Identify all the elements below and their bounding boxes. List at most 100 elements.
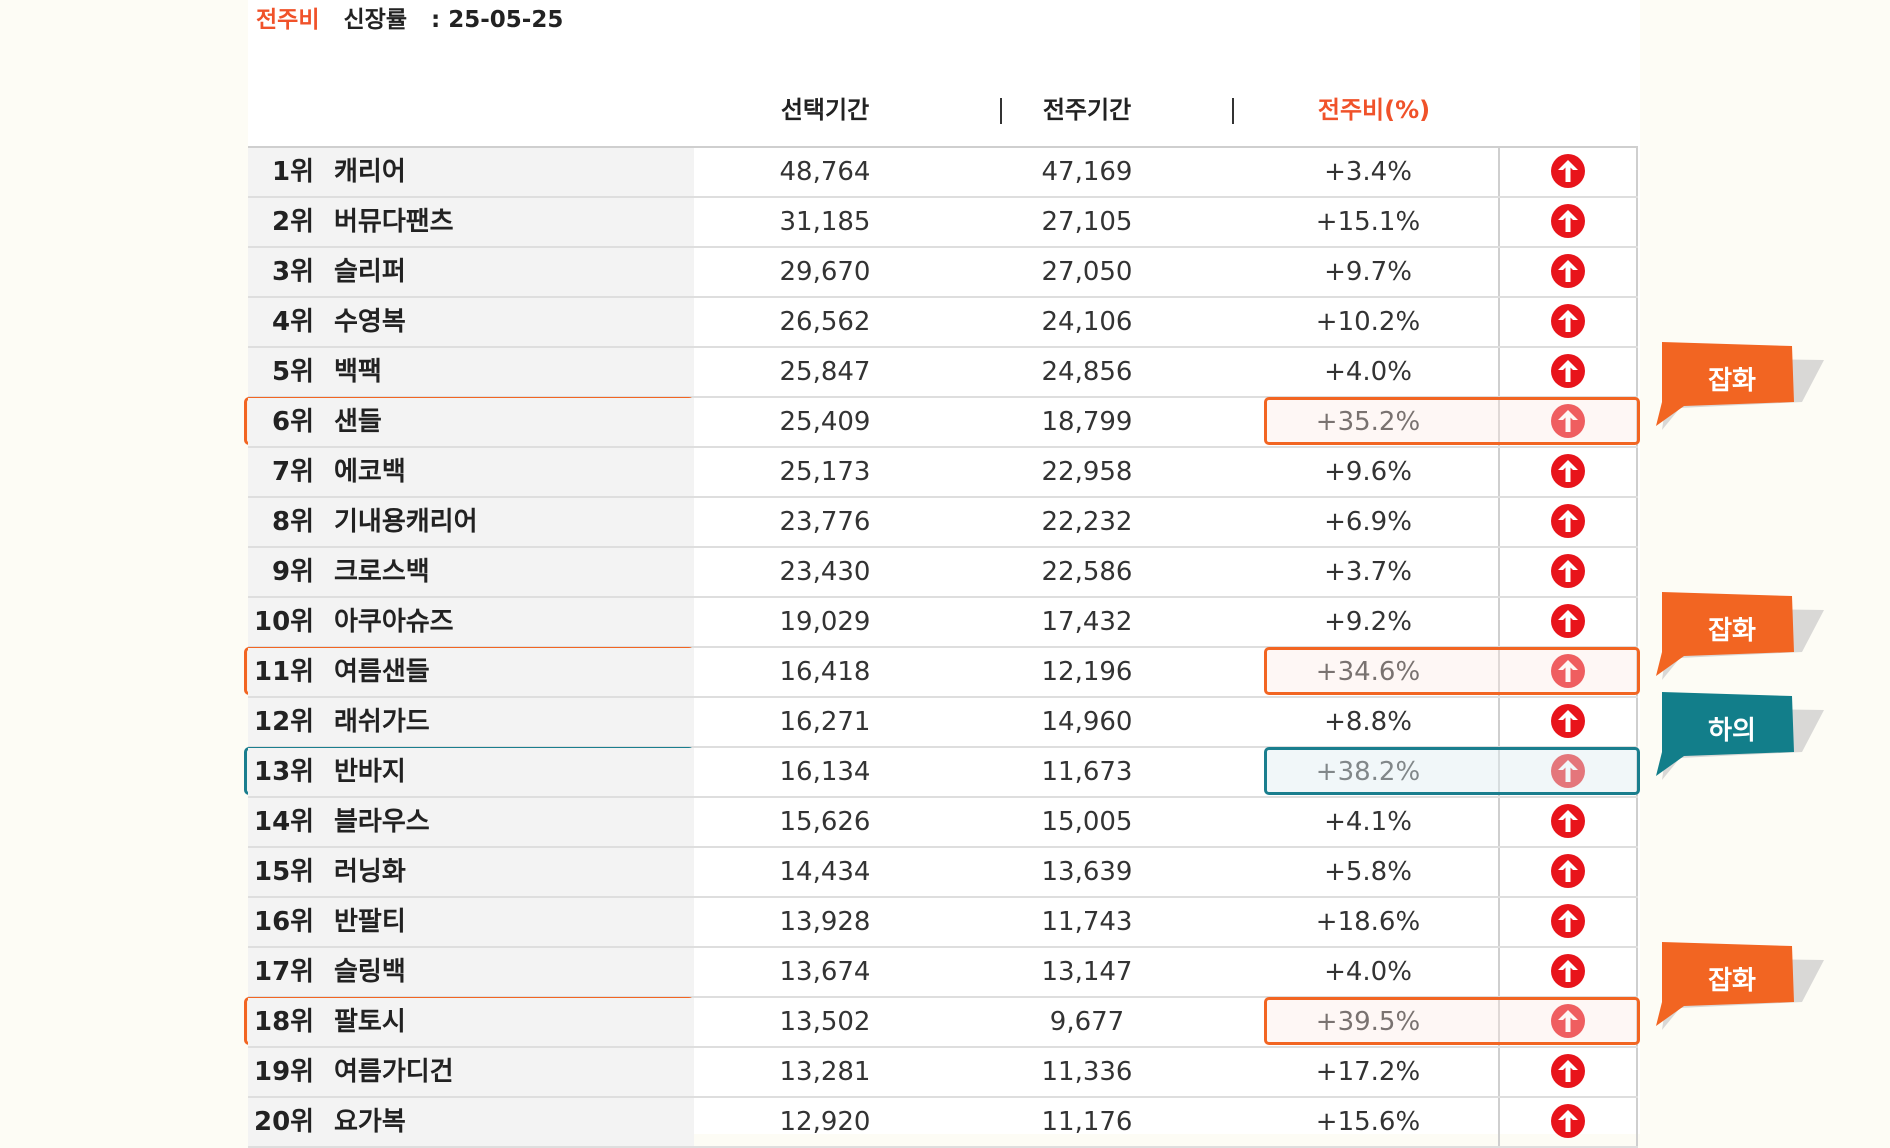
report-date: 25-05-25 <box>448 7 564 33</box>
previous-period-value: 15,005 <box>1041 807 1133 837</box>
header-separator: : <box>431 7 441 33</box>
column-separator <box>1232 98 1234 124</box>
arrow-up-circle-icon <box>1551 254 1585 288</box>
previous-period-value: 14,960 <box>1041 707 1133 737</box>
previous-period-value: 17,432 <box>1041 607 1133 637</box>
arrow-up-circle-icon <box>1551 804 1585 838</box>
week-change-value: +35.2% <box>1315 407 1421 437</box>
week-change-value: +6.9% <box>1324 507 1412 537</box>
item-name-cell: 15위 러닝화 <box>248 848 694 896</box>
arrow-up-circle-icon <box>1551 204 1585 238</box>
item-name: 슬리퍼 <box>334 257 406 287</box>
trend-cell <box>1498 548 1638 596</box>
rank-label: 2위 <box>271 207 314 237</box>
week-change-value: +15.6% <box>1315 1107 1421 1137</box>
rank-label: 16위 <box>254 907 315 937</box>
rank-label: 3위 <box>271 257 314 287</box>
rank-label: 10위 <box>254 607 315 637</box>
rank-label: 1위 <box>271 157 314 187</box>
table-row-20: 20위 요가복 12,920 11,176 +15.6% <box>248 1098 1638 1148</box>
rank-label: 17위 <box>254 957 315 987</box>
arrow-up-circle-icon <box>1551 654 1585 688</box>
table-row-15: 15위 러닝화 14,434 13,639 +5.8% <box>248 848 1638 898</box>
table-row-17: 17위 슬링백 13,674 13,147 +4.0% <box>248 948 1638 998</box>
trend-cell <box>1498 648 1638 696</box>
table-row-8: 8위 기내용캐리어 23,776 22,232 +6.9% <box>248 498 1638 548</box>
item-name-cell: 9위 크로스백 <box>248 548 694 596</box>
item-name-cell: 10위 아쿠아슈즈 <box>248 598 694 646</box>
trend-cell <box>1498 248 1638 296</box>
header-label: 신장률 <box>343 7 407 33</box>
trend-cell <box>1498 398 1638 446</box>
week-change-value: +9.2% <box>1324 607 1412 637</box>
selected-period-value: 29,670 <box>779 257 871 287</box>
arrow-up-circle-icon <box>1551 354 1585 388</box>
rank-label: 12위 <box>254 707 315 737</box>
selected-period-value: 13,502 <box>779 1007 871 1037</box>
trend-cell <box>1498 748 1638 796</box>
selected-period-value: 15,626 <box>779 807 871 837</box>
week-change-value: +18.6% <box>1315 907 1421 937</box>
trend-cell <box>1498 448 1638 496</box>
trend-cell <box>1498 298 1638 346</box>
category-callout: 잡화 <box>1656 590 1824 686</box>
previous-period-value: 12,196 <box>1041 657 1133 687</box>
previous-period-value: 13,147 <box>1041 957 1133 987</box>
column-header-previous: 전주기간 <box>1042 96 1132 124</box>
rank-label: 14위 <box>254 807 315 837</box>
week-change-value: +4.0% <box>1324 357 1412 387</box>
rank-label: 11위 <box>254 657 315 687</box>
item-name-cell: 4위 수영복 <box>248 298 694 346</box>
selected-period-value: 19,029 <box>779 607 871 637</box>
table-row-1: 1위 캐리어 48,764 47,169 +3.4% <box>248 148 1638 198</box>
arrow-up-circle-icon <box>1551 554 1585 588</box>
table-row-13: 13위 반바지 16,134 11,673 +38.2% <box>244 747 1640 798</box>
item-name-cell: 18위 팔토시 <box>248 998 694 1046</box>
arrow-up-circle-icon <box>1551 1004 1585 1038</box>
arrow-up-circle-icon <box>1551 1104 1585 1138</box>
item-name-cell: 19위 여름가디건 <box>248 1048 694 1096</box>
trend-cell <box>1498 998 1638 1046</box>
trend-cell <box>1498 598 1638 646</box>
previous-period-value: 24,856 <box>1041 357 1133 387</box>
item-name: 크로스백 <box>334 557 430 587</box>
item-name-cell: 13위 반바지 <box>248 748 694 796</box>
speech-bubble-shape <box>1656 942 1824 1030</box>
table-row-9: 9위 크로스백 23,430 22,586 +3.7% <box>248 548 1638 598</box>
rank-label: 15위 <box>254 857 315 887</box>
previous-period-value: 47,169 <box>1041 157 1133 187</box>
rank-label: 19위 <box>254 1057 315 1087</box>
item-name-cell: 11위 여름샌들 <box>248 648 694 696</box>
week-change-value: +5.8% <box>1324 857 1412 887</box>
trend-cell <box>1498 348 1638 396</box>
item-name: 백팩 <box>334 357 382 387</box>
rank-label: 8위 <box>271 507 314 537</box>
week-change-value: +3.4% <box>1324 157 1412 187</box>
table-row-6: 6위 샌들 25,409 18,799 +35.2% <box>244 397 1640 448</box>
table-row-5: 5위 백팩 25,847 24,856 +4.0% <box>248 348 1638 398</box>
column-header-change: 전주비(%) <box>1317 96 1431 124</box>
rank-label: 13위 <box>254 757 315 787</box>
previous-period-value: 22,586 <box>1041 557 1133 587</box>
table-row-10: 10위 아쿠아슈즈 19,029 17,432 +9.2% <box>248 598 1638 648</box>
week-change-value: +3.7% <box>1324 557 1412 587</box>
rank-label: 6위 <box>271 407 314 437</box>
table-row-3: 3위 슬리퍼 29,670 27,050 +9.7% <box>248 248 1638 298</box>
item-name-cell: 20위 요가복 <box>248 1098 694 1146</box>
previous-period-value: 11,673 <box>1041 757 1133 787</box>
table-row-2: 2위 버뮤다팬츠 31,185 27,105 +15.1% <box>248 198 1638 248</box>
item-name-cell: 2위 버뮤다팬츠 <box>248 198 694 246</box>
item-name-cell: 7위 에코백 <box>248 448 694 496</box>
rank-label: 7위 <box>271 457 314 487</box>
item-name: 요가복 <box>334 1107 406 1137</box>
arrow-up-circle-icon <box>1551 954 1585 988</box>
previous-period-value: 27,050 <box>1041 257 1133 287</box>
selected-period-value: 16,271 <box>779 707 871 737</box>
previous-period-value: 27,105 <box>1041 207 1133 237</box>
item-name: 래쉬가드 <box>334 707 430 737</box>
item-name-cell: 16위 반팔티 <box>248 898 694 946</box>
week-change-value: +4.1% <box>1324 807 1412 837</box>
speech-bubble-shape <box>1656 592 1824 680</box>
selected-period-value: 16,134 <box>779 757 871 787</box>
week-change-value: +17.2% <box>1315 1057 1421 1087</box>
